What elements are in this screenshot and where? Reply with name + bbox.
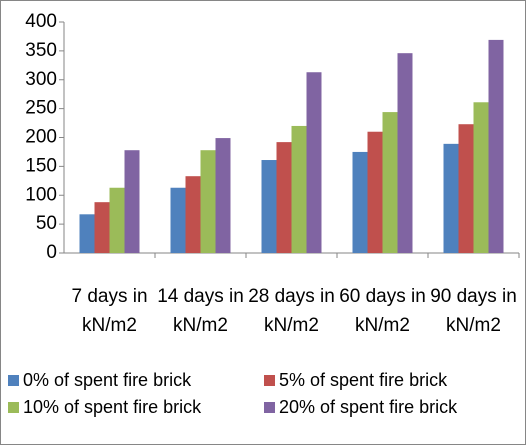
bar [109, 187, 125, 253]
bar [124, 150, 140, 253]
bar [185, 176, 201, 253]
bar [397, 53, 413, 254]
bar [94, 202, 110, 253]
legend-label: 0% of spent fire brick [23, 370, 192, 390]
bar [276, 142, 292, 253]
legend-swatch [8, 402, 19, 413]
y-tick-label: 50 [36, 213, 57, 234]
bar [443, 143, 459, 253]
y-tick-label: 0 [46, 242, 57, 263]
bar [352, 151, 368, 253]
bar [215, 138, 231, 253]
bar [473, 102, 489, 254]
bar [261, 160, 277, 253]
y-tick-label: 400 [25, 11, 57, 32]
legend-swatch [8, 375, 19, 386]
bar [458, 124, 474, 253]
y-tick-label: 300 [25, 69, 57, 90]
y-tick-label: 350 [25, 40, 57, 61]
legend-label: 10% of spent fire brick [23, 397, 202, 417]
bar [200, 150, 216, 253]
bar [291, 125, 307, 253]
bar [367, 131, 383, 253]
x-tick-label: 7 days in kN/m2 [71, 286, 148, 336]
bar [306, 72, 322, 254]
legend-swatch [264, 402, 275, 413]
y-tick-label: 100 [25, 184, 57, 205]
y-tick-label: 200 [25, 127, 57, 148]
bar [170, 187, 186, 253]
x-tick-label: 90 days in kN/m2 [430, 286, 517, 336]
bar [382, 112, 398, 253]
x-tick-label: 14 days in kN/m2 [157, 286, 244, 336]
x-tick-label: 28 days in kN/m2 [248, 286, 335, 336]
legend-label: 20% of spent fire brick [279, 397, 458, 417]
bar [488, 39, 504, 254]
legend-swatch [264, 375, 275, 386]
legend-label: 5% of spent fire brick [279, 370, 448, 390]
bar [79, 214, 95, 253]
x-tick-label: 60 days in kN/m2 [339, 286, 426, 336]
y-tick-label: 150 [25, 155, 57, 176]
y-tick-label: 250 [25, 98, 57, 119]
